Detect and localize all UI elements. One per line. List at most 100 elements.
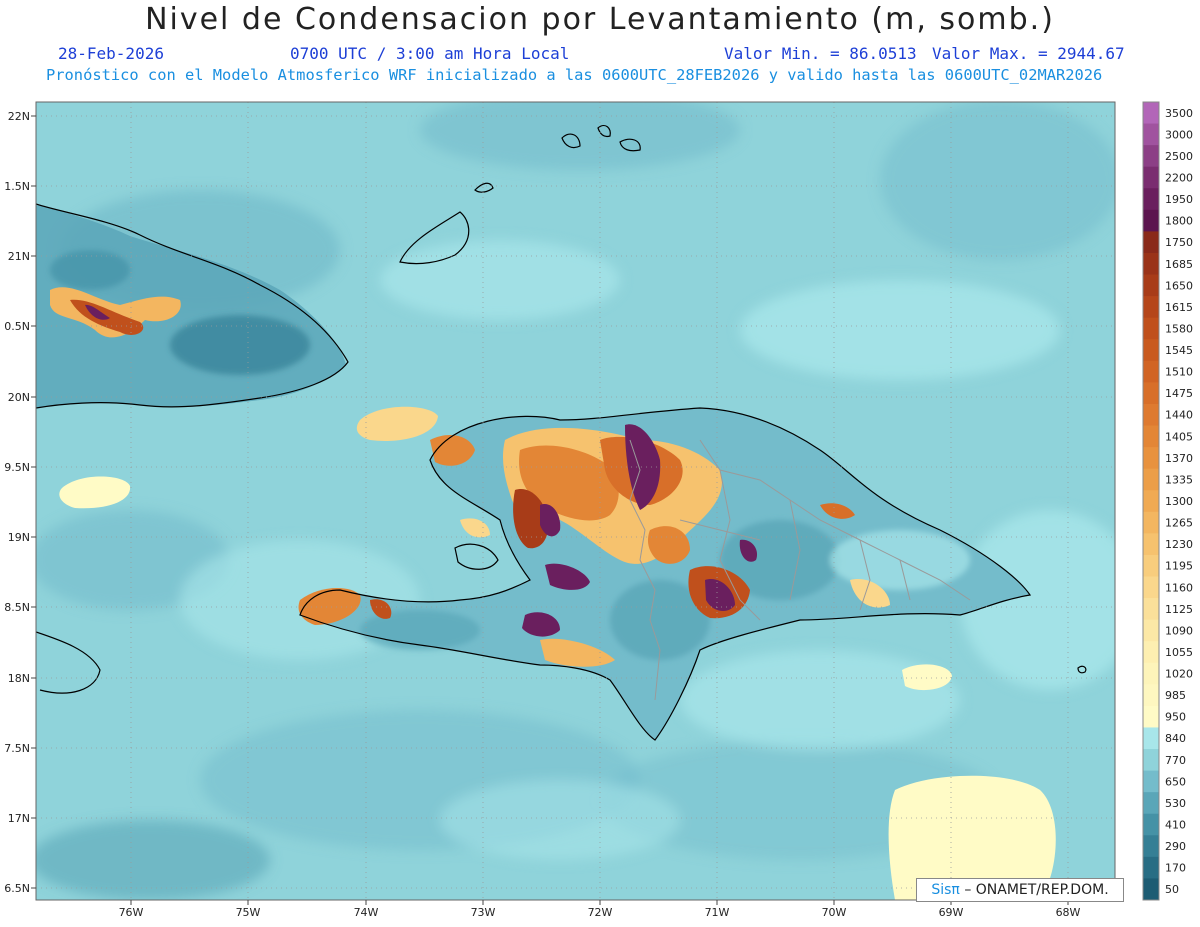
credit-box: Sisπ – ONAMET/REP.DOM. (916, 878, 1124, 902)
lon-label: 75W (236, 906, 261, 919)
longitude-labels: 76W 75W 74W 73W 72W 71W 70W 69W 68W (119, 906, 1081, 919)
legend-label: 1750 (1165, 236, 1193, 249)
lat-label: 8.5N (4, 601, 30, 614)
legend-label: 1230 (1165, 538, 1193, 551)
date-label: 28-Feb-2026 (58, 44, 164, 63)
legend-label: 950 (1165, 711, 1186, 724)
legend-label: 1370 (1165, 452, 1193, 465)
map-title: Nivel de Condensacion por Levantamiento … (145, 2, 1055, 37)
legend-swatch (1143, 576, 1159, 599)
coastlines (36, 124, 1087, 741)
legend-swatch (1143, 188, 1159, 211)
legend-swatch (1143, 511, 1159, 534)
legend-swatch (1143, 792, 1159, 815)
lat-label: 9.5N (4, 461, 30, 474)
legend-label: 3000 (1165, 128, 1193, 141)
legend-label: 650 (1165, 775, 1186, 788)
legend-label: 840 (1165, 732, 1186, 745)
lat-label: 18N (8, 672, 30, 685)
lon-label: 69W (939, 906, 964, 919)
legend-swatch (1143, 274, 1159, 297)
max-value-label: Valor Max. = 2944.67 (932, 44, 1125, 63)
legend-swatch (1143, 317, 1159, 340)
legend-label: 170 (1165, 862, 1186, 875)
lat-label: 19N (8, 531, 30, 544)
model-info-line: Pronóstico con el Modelo Atmosferico WRF… (46, 66, 1103, 84)
legend-swatch (1143, 166, 1159, 189)
graticule (36, 102, 1115, 900)
legend-swatch (1143, 770, 1159, 793)
legend-label: 1125 (1165, 603, 1193, 616)
legend-swatch (1143, 252, 1159, 276)
legend-label: 1510 (1165, 366, 1193, 379)
legend-swatch (1143, 533, 1159, 556)
lon-label: 76W (119, 906, 144, 919)
lon-label: 72W (588, 906, 613, 919)
legend-label: 1440 (1165, 409, 1193, 422)
legend-swatch (1143, 468, 1159, 491)
lon-label: 73W (471, 906, 496, 919)
legend-label: 1195 (1165, 560, 1193, 573)
legend-label: 1090 (1165, 624, 1193, 637)
legend-label: 2200 (1165, 171, 1193, 184)
legend-label: 530 (1165, 797, 1186, 810)
legend-swatch (1143, 490, 1159, 513)
legend-label: 290 (1165, 840, 1186, 853)
lon-label: 68W (1056, 906, 1081, 919)
legend-label: 2500 (1165, 150, 1193, 163)
legend-swatch (1143, 447, 1159, 470)
lat-label: 17N (8, 812, 30, 825)
lat-label: 1.5N (4, 180, 30, 193)
legend-swatch (1143, 425, 1159, 448)
lcl-shading (36, 102, 1115, 900)
legend-label: 1950 (1165, 193, 1193, 206)
legend-swatch (1143, 619, 1159, 642)
color-legend: 3500 3000 2500 2200 1950 1800 1750 1685 1650 1615… (1142, 101, 1193, 901)
legend-swatch (1143, 231, 1159, 254)
legend-swatch (1143, 123, 1159, 146)
lat-label: 22N (8, 110, 30, 123)
lat-label: 21N (8, 250, 30, 263)
legend-label: 1800 (1165, 215, 1193, 228)
min-value-label: Valor Min. = 86.0513 (724, 44, 917, 63)
lon-label: 70W (822, 906, 847, 919)
legend-swatch (1143, 641, 1159, 664)
legend-label: 1020 (1165, 668, 1193, 681)
legend-swatch (1143, 209, 1159, 232)
legend-swatch (1143, 403, 1159, 427)
legend-swatch (1143, 102, 1159, 125)
legend-label: 1300 (1165, 495, 1193, 508)
map-frame (35, 101, 1116, 901)
legend-swatch (1143, 684, 1159, 707)
legend-swatch (1143, 856, 1159, 879)
legend-swatch (1143, 360, 1159, 383)
credit-text: – ONAMET/REP.DOM. (964, 882, 1109, 898)
time-label: 0700 UTC / 3:00 am Hora Local (290, 44, 570, 63)
legend-label: 1475 (1165, 387, 1193, 400)
legend-label: 1580 (1165, 322, 1193, 335)
legend-label: 1160 (1165, 581, 1193, 594)
legend-swatch (1143, 382, 1159, 405)
latitude-labels: 22N 1.5N 21N 0.5N 20N 9.5N 19N 8.5N 18N … (4, 110, 30, 895)
legend-label: 1335 (1165, 473, 1193, 486)
legend-label: 985 (1165, 689, 1186, 702)
legend-label: 50 (1165, 883, 1179, 896)
legend-swatch (1143, 727, 1159, 750)
lat-label: 6.5N (4, 882, 30, 895)
legend-label: 1685 (1165, 258, 1193, 271)
legend-swatch (1143, 554, 1159, 577)
legend-label: 3500 (1165, 107, 1193, 120)
legend-swatch (1143, 813, 1159, 836)
legend-label: 1650 (1165, 279, 1193, 292)
legend-swatch (1143, 662, 1159, 685)
legend-frame (1142, 101, 1160, 901)
legend-label: 1405 (1165, 430, 1193, 443)
legend-swatch (1143, 339, 1159, 362)
lon-label: 71W (705, 906, 730, 919)
lon-label: 74W (354, 906, 379, 919)
legend-swatch (1143, 878, 1159, 901)
legend-label: 770 (1165, 754, 1186, 767)
legend-swatch (1143, 705, 1159, 728)
legend-label: 410 (1165, 819, 1186, 832)
